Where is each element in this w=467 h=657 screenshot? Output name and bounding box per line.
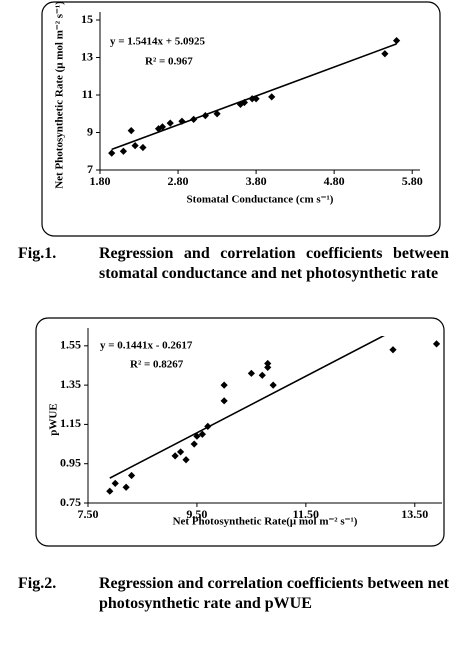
x-tick-label: 13.50 xyxy=(401,507,428,521)
y-tick-label: 0.95 xyxy=(60,455,81,469)
x-tick-label: 2.80 xyxy=(168,174,189,188)
point xyxy=(182,456,190,464)
r-squared: R² = 0.967 xyxy=(145,56,193,68)
y-tick-label: 1.15 xyxy=(60,416,81,430)
y-tick-label: 11 xyxy=(82,87,93,101)
point xyxy=(119,147,128,155)
caption-text: Regression and correlation coefficients … xyxy=(99,245,449,282)
point xyxy=(176,448,185,456)
point xyxy=(111,479,119,487)
point xyxy=(432,340,441,348)
point xyxy=(264,359,272,368)
point xyxy=(190,440,198,448)
y-axis-label: pWUE xyxy=(48,403,60,435)
point xyxy=(178,117,186,125)
caption-number: Fig.2. xyxy=(18,575,57,592)
fit-equation: y = 0.1441x - 0.2617 xyxy=(100,340,193,352)
point xyxy=(201,112,209,120)
point xyxy=(220,397,228,405)
x-tick-label: 3.80 xyxy=(246,174,267,188)
caption-text: Regression and correlation coefficients … xyxy=(99,575,449,612)
point xyxy=(248,95,256,103)
caption: Fig.2. Regression and correlation coeffi… xyxy=(18,574,458,638)
point xyxy=(213,110,221,118)
point xyxy=(122,483,130,491)
point xyxy=(381,50,389,58)
x-tick-label: 9.50 xyxy=(186,507,207,521)
y-tick-label: 15 xyxy=(81,12,93,26)
caption-number: Fig.1. xyxy=(18,245,57,262)
y-tick-label: 7 xyxy=(87,162,93,176)
point xyxy=(193,432,201,440)
point xyxy=(127,471,136,480)
point xyxy=(392,37,401,45)
y-tick-label: 1.35 xyxy=(60,377,81,391)
point xyxy=(204,422,212,430)
point xyxy=(127,127,135,135)
point xyxy=(389,346,397,354)
x-tick-label: 1.80 xyxy=(90,174,111,188)
point xyxy=(258,371,266,379)
chart-frame xyxy=(41,1,441,237)
y-axis-label: Net Photosynthetic Rate (μ mol m⁻² s⁻¹) xyxy=(54,1,66,189)
fit-equation: y = 1.5414x + 5.0925 xyxy=(110,36,206,48)
point xyxy=(166,119,174,127)
point xyxy=(171,452,179,460)
point xyxy=(190,115,198,123)
y-tick-label: 0.75 xyxy=(60,495,81,509)
x-tick-label: 11.50 xyxy=(293,507,319,521)
point xyxy=(247,369,255,377)
point xyxy=(268,93,276,101)
caption: Fig.1. Regression and correlation coeffi… xyxy=(18,244,458,308)
y-tick-label: 9 xyxy=(87,124,93,138)
point xyxy=(108,149,116,157)
point xyxy=(198,430,206,438)
fit-line xyxy=(111,43,397,151)
point xyxy=(269,381,277,389)
point xyxy=(220,381,228,389)
x-axis-label: Stomatal Conductance (cm s⁻¹) xyxy=(187,194,334,206)
chart-frame xyxy=(35,317,445,547)
y-tick-label: 13 xyxy=(81,49,93,63)
point xyxy=(158,123,167,131)
r-squared: R² = 0.8267 xyxy=(130,359,184,371)
x-tick-label: 5.80 xyxy=(402,174,423,188)
point xyxy=(264,363,272,372)
point xyxy=(131,142,139,150)
y-tick-label: 1.55 xyxy=(60,338,81,352)
x-axis-label: Net Photosynthetic Rate(μ mol m⁻² s⁻¹) xyxy=(173,516,358,528)
point xyxy=(252,95,260,103)
point xyxy=(139,143,147,152)
point xyxy=(106,487,114,495)
x-tick-label: 7.50 xyxy=(78,507,99,521)
point xyxy=(240,98,248,107)
fit-line xyxy=(109,336,385,479)
x-tick-label: 4.80 xyxy=(324,174,345,188)
